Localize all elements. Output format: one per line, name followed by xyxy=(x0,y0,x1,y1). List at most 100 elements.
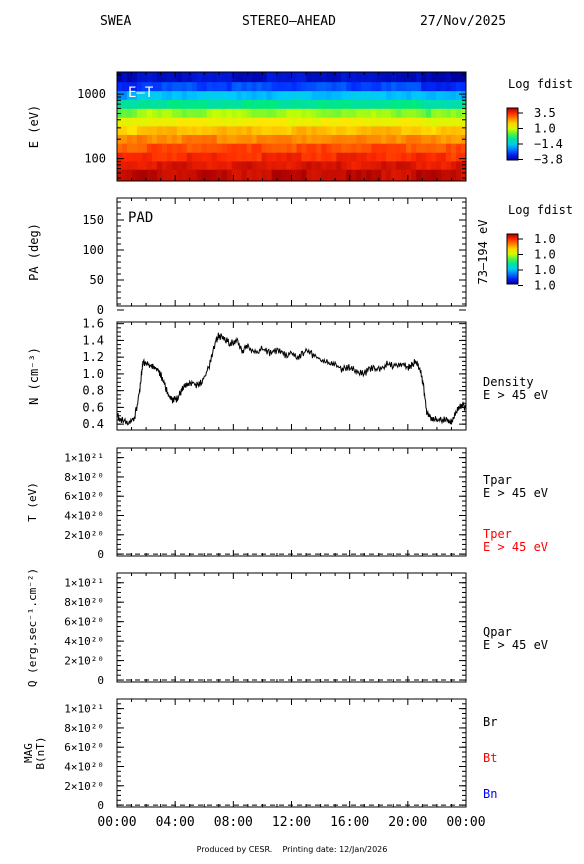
colorbar-tick-label: 1.0 xyxy=(534,279,556,293)
heatmap-cell xyxy=(121,134,128,145)
heatmap-cell xyxy=(326,82,332,92)
heatmap-cell xyxy=(396,169,402,182)
heatmap-cell xyxy=(146,126,153,136)
heatmap-cell xyxy=(201,126,208,136)
heatmap-cell xyxy=(236,152,243,162)
heatmap-cell xyxy=(411,161,417,171)
heatmap-cell xyxy=(436,161,442,171)
heatmap-cell xyxy=(146,117,153,127)
heatmap-cell xyxy=(356,99,362,110)
heatmap-cell xyxy=(336,91,342,101)
heatmap-cell xyxy=(336,152,342,162)
heatmap-cell xyxy=(396,117,402,127)
heatmap-cell xyxy=(426,126,432,136)
heatmap-cell xyxy=(196,152,203,162)
heatmap-cell xyxy=(346,91,352,101)
heatmap-cell xyxy=(126,72,133,83)
heatmap-cell xyxy=(136,152,143,162)
heatmap-cell xyxy=(246,82,253,92)
heatmap-cell xyxy=(381,169,387,182)
heatmap-cell xyxy=(176,143,183,154)
heatmap-cell xyxy=(126,161,133,171)
heatmap-cell xyxy=(156,126,163,136)
heatmap-cell xyxy=(401,72,407,83)
heatmap-cell xyxy=(271,99,277,110)
heatmap-cell xyxy=(196,134,203,145)
heatmap-cell xyxy=(231,161,238,171)
heatmap-cell xyxy=(446,152,452,162)
heatmap-cell xyxy=(401,99,407,110)
heatmap-cell xyxy=(461,117,467,127)
heatmap-cell xyxy=(381,161,387,171)
heatmap-cell xyxy=(356,169,362,182)
heatmap-cell xyxy=(301,143,307,154)
heatmap-cell xyxy=(256,108,262,119)
heatmap-cell xyxy=(246,126,253,136)
heatmap-cell xyxy=(396,72,402,83)
heatmap-cell xyxy=(136,117,143,127)
heatmap-cell xyxy=(376,143,382,154)
heatmap-cell xyxy=(166,161,173,171)
heatmap-cell xyxy=(371,134,377,145)
heatmap-cell xyxy=(131,108,138,119)
heatmap-cell xyxy=(186,99,193,110)
heatmap-cell xyxy=(431,134,437,145)
heatmap-cell xyxy=(216,99,223,110)
heatmap-cell xyxy=(321,99,327,110)
heatmap-cell xyxy=(331,169,337,182)
heatmap-cell xyxy=(416,117,422,127)
heatmap-cell xyxy=(361,126,367,136)
heatmap-cell xyxy=(321,169,327,182)
ytick-label: 1×10²¹ xyxy=(64,577,104,590)
heatmap-cell xyxy=(356,108,362,119)
heatmap-cell xyxy=(191,82,198,92)
heatmap-cell xyxy=(196,72,203,83)
heatmap-cell xyxy=(161,99,168,110)
heatmap-cell xyxy=(281,143,287,154)
heatmap-cell xyxy=(391,152,397,162)
heatmap-cell xyxy=(131,143,138,154)
heatmap-cell xyxy=(291,161,297,171)
heatmap-cell xyxy=(171,117,178,127)
heatmap-cell xyxy=(206,82,213,92)
heatmap-cell xyxy=(446,117,452,127)
heatmap-cell xyxy=(246,152,253,162)
heatmap-cell xyxy=(151,169,158,182)
heatmap-cell xyxy=(391,91,397,101)
heatmap-cell xyxy=(201,82,208,92)
heatmap-cell xyxy=(406,72,412,83)
heatmap-cell xyxy=(246,117,253,127)
heatmap-cell xyxy=(436,108,442,119)
density-trace xyxy=(116,332,467,426)
ylabel: Q (erg.sec⁻¹.cm⁻²) xyxy=(26,568,39,687)
heatmap-cell xyxy=(266,161,272,171)
heatmap-cell xyxy=(206,72,213,83)
heatmap-cell xyxy=(156,99,163,110)
heatmap-cell xyxy=(121,152,128,162)
spacecraft-label: STEREO–AHEAD xyxy=(242,14,336,29)
heatmap-cell xyxy=(401,143,407,154)
heatmap-cell xyxy=(301,91,307,101)
heatmap-cell xyxy=(151,91,158,101)
heatmap-cell xyxy=(396,99,402,110)
heatmap-cell xyxy=(446,72,452,83)
heatmap-cell xyxy=(446,126,452,136)
heatmap-cell xyxy=(131,72,138,83)
heatmap-cell xyxy=(316,126,322,136)
heatmap-cell xyxy=(276,91,282,101)
heatmap-cell xyxy=(131,117,138,127)
heatmap-cell xyxy=(456,126,462,136)
heatmap-cell xyxy=(411,82,417,92)
heatmap-cell xyxy=(261,108,267,119)
heatmap-cell xyxy=(211,134,218,145)
heatmap-cell xyxy=(411,99,417,110)
heatmap-cell xyxy=(281,152,287,162)
heatmap-cell xyxy=(351,82,357,92)
heatmap-cell xyxy=(231,82,238,92)
legend-tpar-energy: E > 45 eV xyxy=(483,486,548,500)
heatmap-cell xyxy=(356,117,362,127)
heatmap-cell xyxy=(341,91,347,101)
heatmap-cell xyxy=(356,82,362,92)
heatmap-cell xyxy=(241,72,248,83)
heatmap-cell xyxy=(156,117,163,127)
